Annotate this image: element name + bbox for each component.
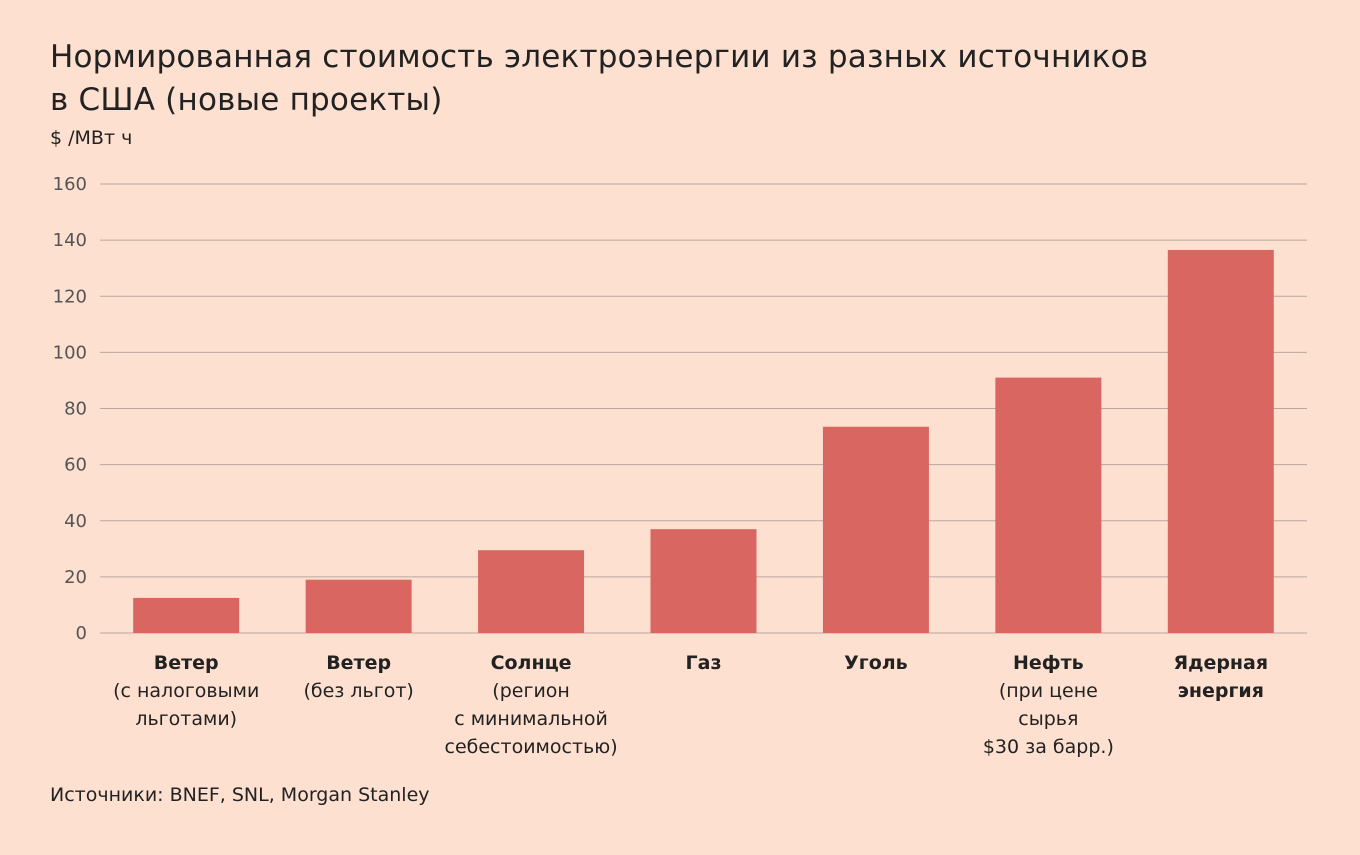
y-tick-label-60: 60 [64,455,87,476]
y-tick-label-80: 80 [64,399,87,420]
x-category-label-2-line-2: себестоимостью) [445,736,618,758]
x-category-label-2-line-0: (регион [492,680,570,702]
x-category-label-0-bold-0: Ветер [154,652,219,674]
y-tick-label-100: 100 [53,342,87,363]
x-category-label-0-line-1: льготами) [135,708,237,730]
bar-chart: 0 20 40 60 80 100 120 140 160 Ветер (с налоговыми л… [53,174,1307,758]
x-category-label-5-line-0: (при цене [999,680,1098,702]
x-category-label-4-bold-0: Уголь [844,652,908,674]
x-category-label-2-bold-0: Солнце [491,652,572,674]
bar-4 [822,426,929,633]
chart-title: Нормированная стоимость электроэнергии и… [50,36,1148,122]
x-category-label-6-bold-1: энергия [1178,680,1264,702]
x-category-label-3-bold-0: Газ [686,652,722,674]
bar-0 [133,597,240,633]
y-axis-unit-label: $ /МВт ч [50,127,133,149]
x-category-label-5-line-2: $30 за барр.) [983,736,1114,758]
y-tick-label-40: 40 [64,511,87,532]
y-tick-label-160: 160 [53,174,87,195]
x-category-label-1-line-0: (без льгот) [303,680,413,702]
y-tick-label-120: 120 [53,286,87,307]
x-category-label-1-bold-0: Ветер [326,652,391,674]
y-tick-label-140: 140 [53,230,87,251]
bar-3 [650,529,757,633]
bar-6 [1167,249,1274,633]
y-tick-label-20: 20 [64,567,87,588]
x-category-label-5-line-1: сырья [1018,708,1078,730]
bar-5 [995,377,1102,633]
y-tick-label-0: 0 [76,623,87,644]
x-category-label-6-bold-0: Ядерная [1173,652,1268,674]
x-category-label-0-line-0: (с налоговыми [113,680,259,702]
title-line-1: Нормированная стоимость электроэнергии и… [50,39,1149,75]
x-category-label-5-bold-0: Нефть [1013,652,1084,674]
bar-2 [478,550,585,633]
x-category-label-2-line-1: с минимальной [454,708,608,730]
bar-1 [305,579,412,633]
source-note: Источники: BNEF, SNL, Morgan Stanley [50,784,430,806]
title-line-2: в США (новые проекты) [50,82,443,118]
